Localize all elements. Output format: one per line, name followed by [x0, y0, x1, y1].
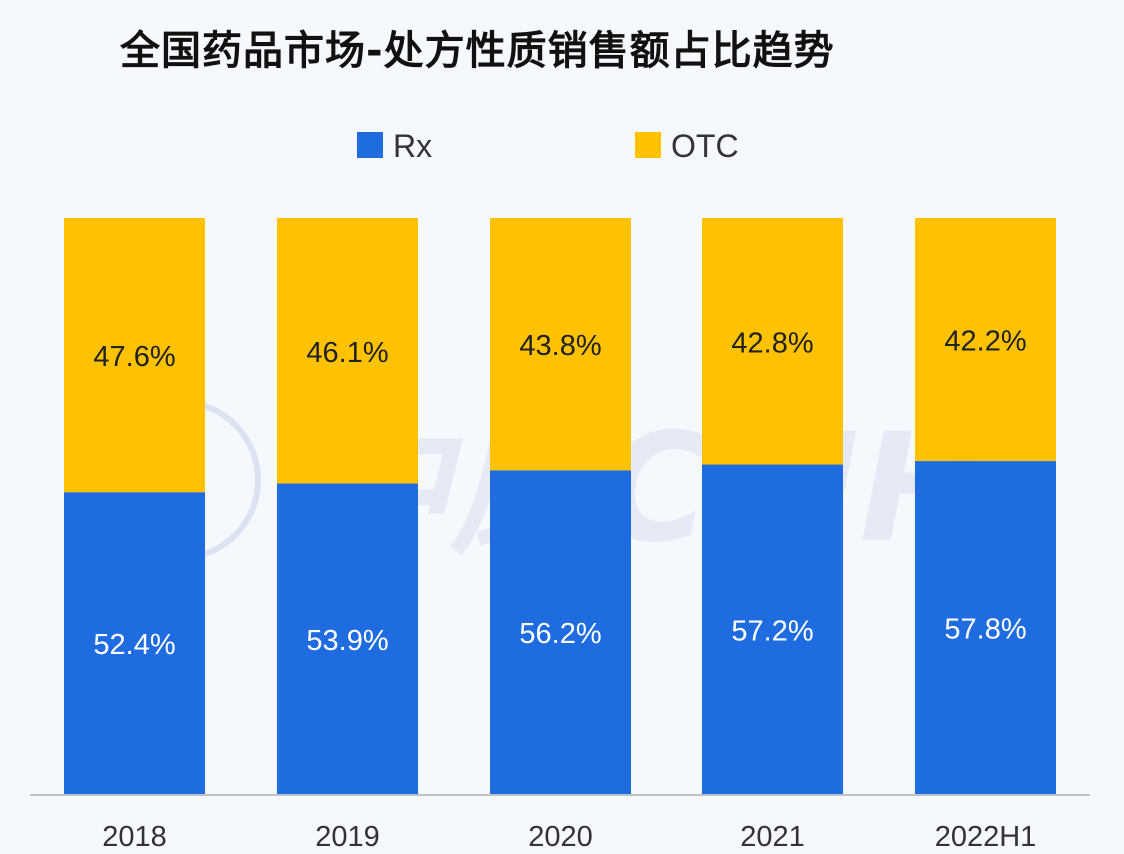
bar-rx-2022H1	[915, 461, 1056, 794]
bar-otc-2018	[64, 218, 205, 493]
data-label-rx-2022H1: 57.8%	[944, 614, 1026, 646]
data-label-rx-2019: 53.9%	[306, 625, 388, 657]
legend-swatch-rx	[357, 132, 383, 158]
data-label-otc-2019: 46.1%	[306, 337, 388, 369]
data-label-otc-2022H1: 42.2%	[944, 326, 1026, 358]
data-label-rx-2018: 52.4%	[93, 629, 175, 661]
bar-otc-2021	[702, 218, 843, 465]
bar-otc-2019	[277, 218, 418, 484]
legend-label-rx: Rx	[393, 128, 432, 164]
bar-rx-2018	[64, 492, 205, 794]
x-tick-label-2022H1: 2022H1	[935, 821, 1037, 853]
x-tick-label-2020: 2020	[528, 821, 593, 853]
legend-label-otc: OTC	[671, 128, 739, 164]
x-tick-label-2018: 2018	[102, 821, 167, 853]
data-label-otc-2018: 47.6%	[93, 341, 175, 373]
data-label-otc-2020: 43.8%	[519, 330, 601, 362]
bar-otc-2022H1	[915, 218, 1056, 462]
data-label-rx-2021: 57.2%	[731, 615, 813, 647]
x-tick-label-2019: 2019	[315, 821, 380, 853]
x-tick-label-2021: 2021	[740, 821, 805, 853]
bar-rx-2021	[702, 464, 843, 794]
bar-rx-2020	[490, 470, 631, 794]
bar-otc-2020	[490, 218, 631, 471]
legend-swatch-otc	[635, 132, 661, 158]
data-label-rx-2020: 56.2%	[519, 618, 601, 650]
chart-title: 全国药品市场-处方性质销售额占比趋势	[120, 28, 835, 74]
data-label-otc-2021: 42.8%	[731, 327, 813, 359]
bar-rx-2019	[277, 483, 418, 794]
